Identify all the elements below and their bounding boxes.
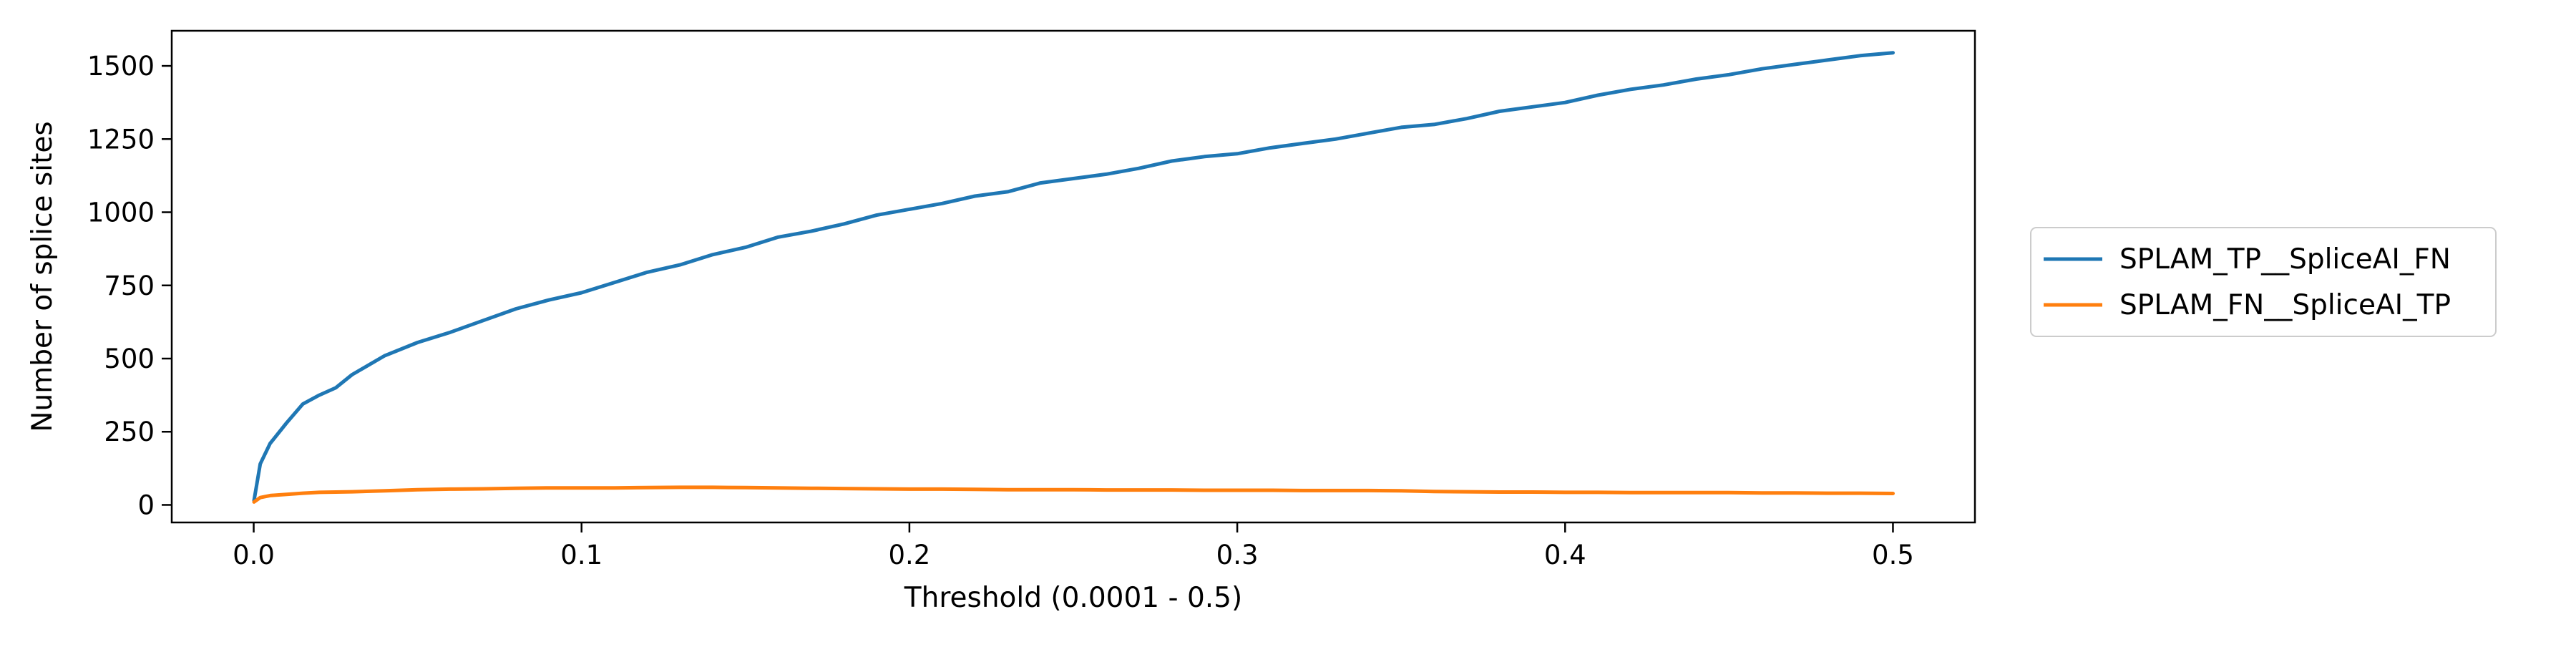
x-tick-label: 0.1	[560, 540, 602, 570]
y-tick-label: 750	[104, 271, 155, 301]
y-tick-label: 0	[137, 490, 155, 520]
series-line-1	[254, 53, 1893, 501]
x-tick-label: 0.3	[1216, 540, 1259, 570]
y-tick-label: 250	[104, 417, 155, 447]
y-tick-label: 1000	[87, 198, 155, 228]
y-tick-label: 1500	[87, 51, 155, 82]
x-tick-label: 0.4	[1544, 540, 1586, 570]
x-axis: 0.0 0.1 0.2 0.3 0.4 0.5	[233, 522, 1914, 570]
x-axis-label: Threshold (0.0001 - 0.5)	[904, 582, 1242, 614]
y-axis-label: Number of splice sites	[26, 121, 59, 432]
series-layer	[254, 53, 1893, 502]
x-tick-label: 0.0	[233, 540, 275, 570]
x-tick-label: 0.5	[1872, 540, 1914, 570]
legend-label: SPLAM_FN__SpliceAI_TP	[2119, 289, 2451, 321]
plot-frame	[172, 31, 1975, 522]
series-line-2	[254, 487, 1893, 502]
x-tick-label: 0.2	[888, 540, 930, 570]
legend: SPLAM_TP__SpliceAI_FN SPLAM_FN__SpliceAI_…	[2031, 228, 2496, 336]
legend-label: SPLAM_TP__SpliceAI_FN	[2119, 243, 2451, 276]
y-tick-label: 500	[104, 344, 155, 374]
y-axis: 0 250 500 750 1000 1250 1500	[87, 51, 172, 520]
y-tick-label: 1250	[87, 124, 155, 155]
